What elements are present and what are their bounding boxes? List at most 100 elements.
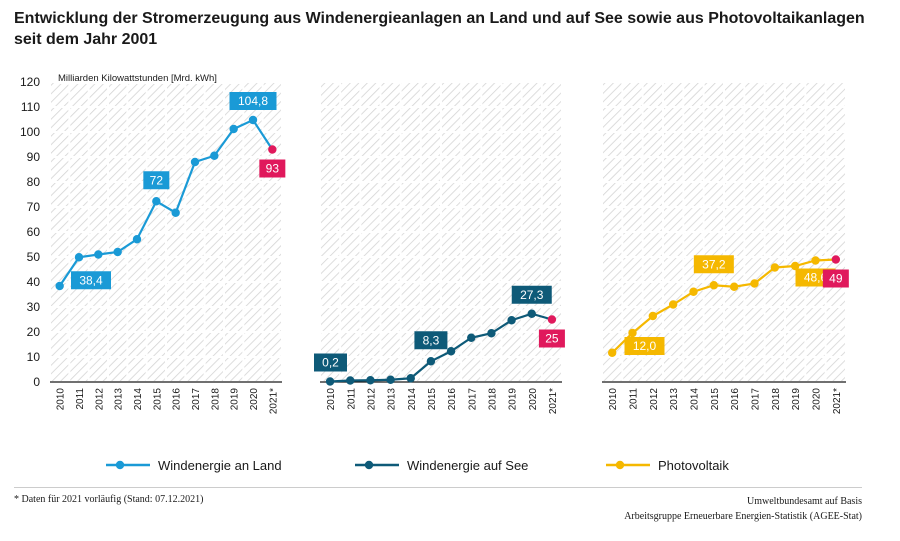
data-point: [750, 279, 759, 288]
y-tick-label: 70: [27, 200, 41, 214]
x-tick-label: 2021*: [832, 388, 843, 414]
data-point: [248, 115, 258, 125]
panel-3: 2010 2011 2012 2013 2014 2015 2016 2017 2018 2019…: [601, 81, 849, 414]
data-label: 0,2: [322, 356, 339, 370]
data-point: [406, 374, 415, 383]
data-point: [426, 357, 436, 366]
x-tick-label: 2017: [467, 388, 478, 411]
data-point: [229, 124, 238, 134]
y-tick-label: 80: [27, 175, 41, 189]
y-axis: 0 10 20 30 40 50 60 70 80 90 100 110 120: [20, 75, 40, 389]
x-tick-label: 2011: [346, 388, 357, 410]
data-point: [55, 281, 64, 291]
data-point: [132, 235, 142, 244]
footer-divider: [14, 487, 862, 488]
data-label-box: [511, 285, 552, 304]
data-point: [210, 151, 219, 160]
x-tick-label: 2012: [94, 388, 105, 411]
data-point: [190, 157, 200, 167]
data-label-box: [822, 269, 849, 288]
data-label: 49: [829, 272, 843, 286]
data-point: [94, 250, 103, 259]
data-point: [152, 197, 161, 206]
legend-marker: [364, 460, 374, 470]
x-tick-label: 2021*: [548, 388, 559, 414]
y-tick-label: 90: [27, 150, 41, 164]
data-point-highlight: [831, 255, 841, 264]
chart-title: Entwicklung der Stromerzeugung aus Winde…: [14, 10, 865, 48]
y-tick-label: 50: [27, 250, 41, 264]
y-tick-label: 110: [21, 100, 40, 114]
x-tick-label: 2015: [152, 388, 163, 411]
x-tick-label: 2019: [230, 388, 241, 411]
data-label: 37,2: [702, 257, 726, 271]
x-tick-label: 2015: [427, 388, 438, 411]
legend-label: Photovoltaik: [658, 458, 729, 473]
x-tick-label: 2017: [191, 388, 202, 411]
data-label-box: [314, 353, 347, 372]
x-tick-label: 2017: [751, 388, 762, 411]
x-tick-label: 2021*: [268, 388, 279, 414]
x-tick-label: 2018: [487, 388, 498, 411]
y-tick-label: 40: [27, 275, 41, 289]
panel-1: Milliarden Kilowattstunden [Mrd. kWh] 201…: [49, 71, 286, 414]
data-point: [346, 376, 355, 385]
data-point: [668, 300, 678, 309]
source-line-2: Arbeitsgruppe Erneuerbare Energien-Stati…: [624, 511, 862, 522]
x-tick-label: 2012: [366, 388, 377, 411]
unit-label-background: [56, 71, 246, 84]
data-label: 72: [150, 173, 164, 187]
source-line-1: Umweltbundesamt auf Basis: [747, 496, 862, 507]
data-label: 25: [545, 332, 559, 346]
x-tick-label: 2016: [172, 388, 183, 411]
legend-label: Windenergie an Land: [158, 458, 282, 473]
data-label-box: [693, 255, 734, 274]
legend-marker: [615, 460, 625, 470]
data-label: 104,8: [238, 94, 268, 108]
data-point: [811, 256, 820, 265]
x-tick-label: 2010: [608, 388, 619, 411]
x-tick-label: 2020: [528, 388, 539, 411]
x-tick-label: 2020: [249, 388, 260, 411]
x-tick-label: 2011: [629, 388, 640, 410]
data-label: 38,4: [79, 273, 103, 287]
y-tick-label: 0: [33, 375, 40, 389]
x-tick-label: 2013: [114, 388, 125, 411]
data-point: [648, 311, 658, 321]
data-point-highlight: [268, 145, 277, 154]
panel-2: 2010 2011 2012 2013 2014 2015 2016 2017 2018 2019…: [314, 81, 565, 414]
data-label: 12,0: [633, 339, 657, 353]
data-label-box: [624, 337, 665, 355]
x-tick-label: 2010: [326, 388, 337, 411]
x-tick-label: 2010: [56, 388, 67, 411]
x-tick-label: 2015: [710, 388, 721, 411]
unit-label: Milliarden Kilowattstunden [Mrd. kWh]: [58, 73, 217, 84]
data-point: [171, 208, 180, 217]
x-tick-label: 2011: [75, 388, 86, 410]
data-point: [689, 287, 698, 296]
y-tick-label: 30: [27, 300, 41, 314]
data-point: [74, 253, 84, 262]
data-label-box: [143, 171, 170, 190]
data-point: [527, 309, 536, 318]
data-point: [386, 375, 395, 384]
data-point: [607, 348, 617, 357]
data-point: [628, 328, 637, 338]
data-point: [366, 376, 375, 385]
data-point: [507, 316, 516, 325]
data-point: [709, 281, 719, 290]
data-point: [446, 347, 456, 356]
data-point: [790, 261, 800, 271]
data-point: [113, 247, 122, 257]
data-label: 48,6: [804, 271, 828, 285]
x-tick-label: 2018: [210, 388, 221, 411]
x-tick-label: 2013: [387, 388, 398, 411]
data-point: [487, 329, 496, 338]
footnote: * Daten für 2021 vorläufig (Stand: 07.12…: [14, 494, 204, 505]
data-label-box: [71, 271, 111, 290]
data-point: [729, 282, 739, 291]
x-tick-label: 2014: [407, 388, 418, 411]
chart-legend: Windenergie an Land Windenergie auf See Ph…: [106, 458, 729, 473]
data-point: [770, 263, 780, 272]
